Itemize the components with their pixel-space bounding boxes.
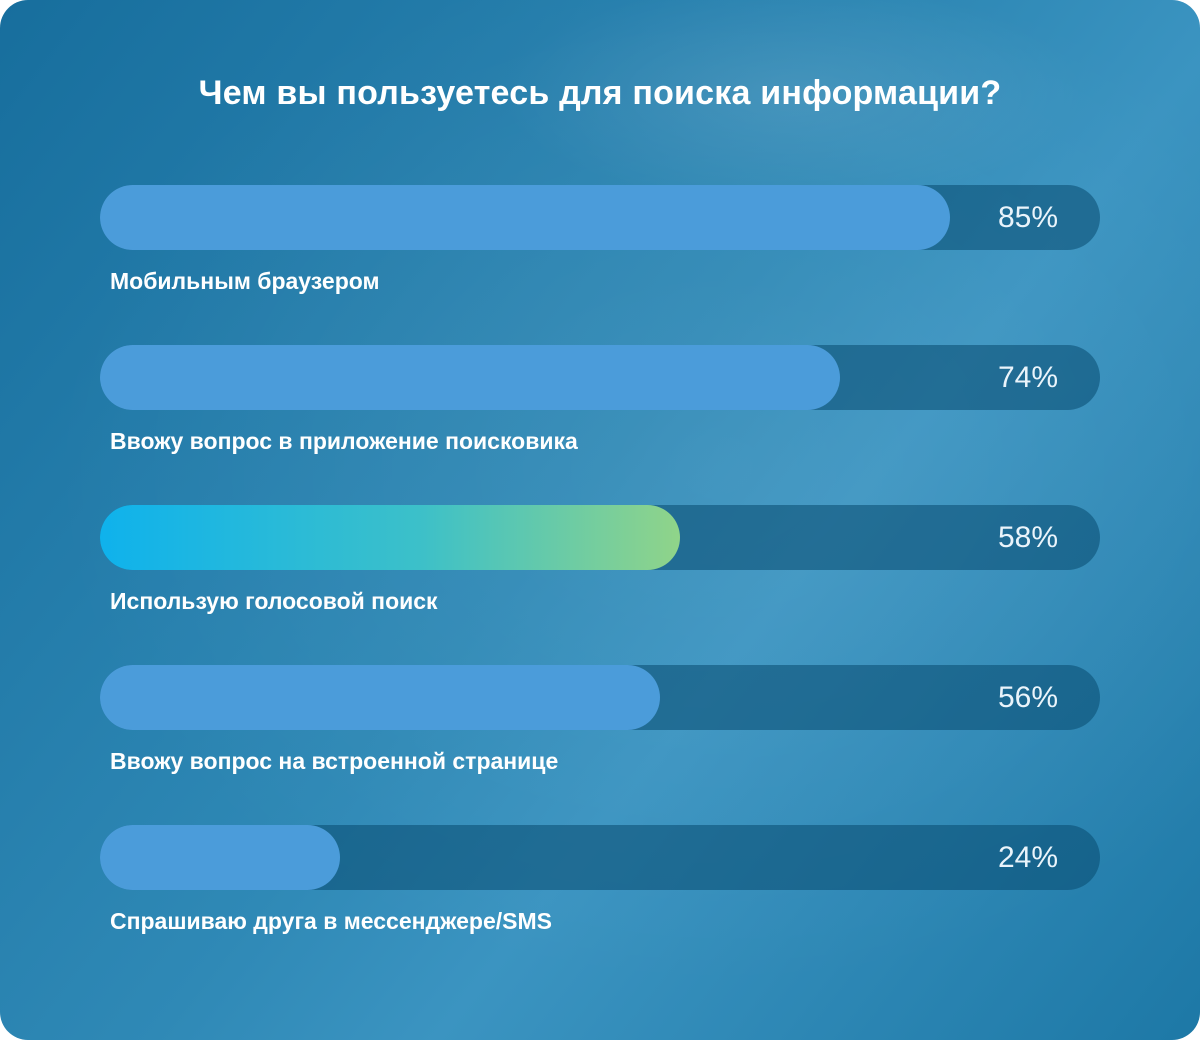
bar-fill [100, 665, 660, 730]
bar-track: 24% [100, 825, 1100, 890]
bar-fill-highlighted [100, 505, 680, 570]
bar-row: 74% Ввожу вопрос в приложение поисковика [100, 345, 1100, 455]
bar-fill [100, 185, 950, 250]
bar-category-label: Ввожу вопрос в приложение поисковика [110, 428, 578, 454]
bar-track: 85% [100, 185, 1100, 250]
bar-category-label: Ввожу вопрос на встроенной странице [110, 748, 559, 774]
bar-value-label: 58% [997, 520, 1058, 554]
bar-value-label: 85% [997, 200, 1058, 234]
bar-track: 58% [100, 505, 1100, 570]
bar-category-label: Мобильным браузером [110, 268, 380, 294]
bar-row: 85% Мобильным браузером [100, 185, 1100, 295]
bar-category-label: Спрашиваю друга в мессенджере/SMS [110, 908, 552, 934]
bar-category-label: Использую голосовой поиск [110, 588, 438, 614]
bar-row: 58% Использую голосовой поиск [100, 505, 1100, 615]
bar-value-label: 24% [997, 840, 1058, 874]
bar-chart: 85% Мобильным браузером 74% Ввожу вопрос… [100, 185, 1100, 935]
bar-row: 24% Спрашиваю друга в мессенджере/SMS [100, 825, 1100, 935]
bar-value-label: 74% [997, 360, 1058, 394]
bar-track: 74% [100, 345, 1100, 410]
bar-value-label: 56% [997, 680, 1058, 714]
bar-fill [100, 825, 340, 890]
chart-title: Чем вы пользуетесь для поиска информации… [198, 74, 1002, 112]
bar-track: 56% [100, 665, 1100, 730]
bar-fill [100, 345, 840, 410]
bar-row: 56% Ввожу вопрос на встроенной странице [100, 665, 1100, 775]
